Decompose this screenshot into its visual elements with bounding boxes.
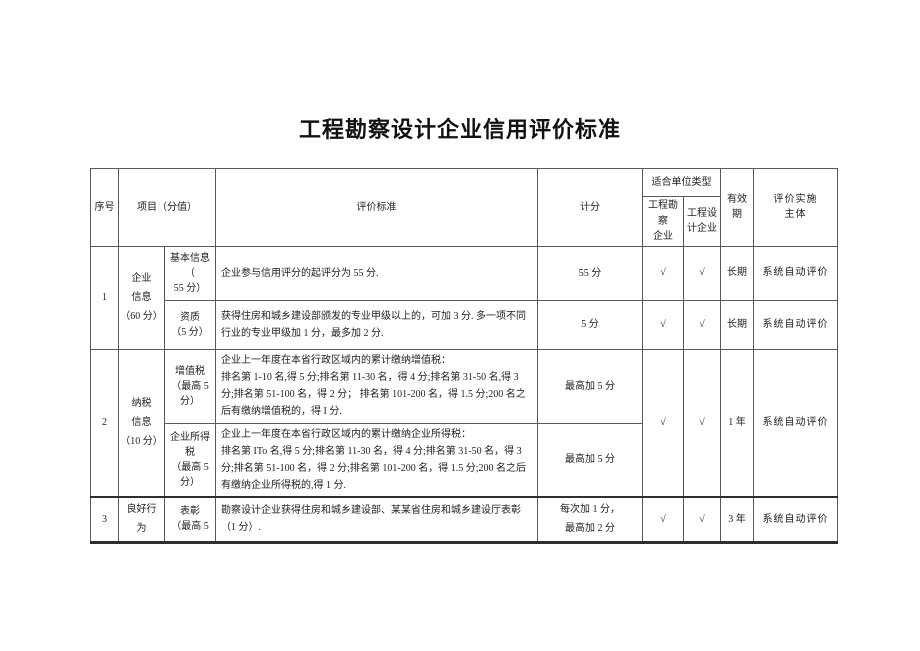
check-design-icon: √ <box>683 348 721 497</box>
column-header-unit-design: 工程设 计企业 <box>683 196 721 247</box>
page-title: 工程勘察设计企业信用评价标准 <box>298 117 621 142</box>
cell-sub-vat: 增值税 （最高 5 分） <box>164 348 216 424</box>
check-survey-icon: √ <box>642 348 684 497</box>
check-survey-icon: √ <box>642 299 684 350</box>
column-header-unit-survey: 工程勘察 企业 <box>642 196 684 247</box>
check-survey-icon: √ <box>642 495 684 544</box>
cell-sub-commendation: 表彰 （最高 5 <box>164 495 216 544</box>
table-row: 资质 （5 分） 获得住房和城乡建设部颁发的专业甲级以上的，可加 3 分. 多一… <box>91 299 838 350</box>
cell-item-tax-info: 纳税 信息 （10 分） <box>118 348 165 497</box>
cell-implementer-qualification: 系统自动评价 <box>753 299 838 350</box>
header-row-1: 序号 项目（分值） 评价标准 计分 适合单位类型 有效期 评价实施 主体 <box>90 168 838 247</box>
cell-validity-tax: 1 年 <box>720 348 754 497</box>
cell-seq-2: 2 <box>90 348 119 497</box>
cell-seq-1: 1 <box>90 245 119 350</box>
header-row-2: 工程勘察 企业 工程设 计企业 <box>91 196 838 247</box>
cell-sub-basic-info: 基本信息（ 55 分） <box>164 245 216 301</box>
column-header-item: 项目（分值） <box>118 168 216 247</box>
cell-seq-3: 3 <box>90 495 119 544</box>
column-header-standard: 评价标准 <box>215 168 538 247</box>
column-header-seq: 序号 <box>90 168 119 247</box>
check-survey-icon: √ <box>642 245 684 301</box>
cell-score-basic-info: 55 分 <box>537 245 643 301</box>
check-design-icon: √ <box>683 299 721 350</box>
cell-validity-basic-info: 长期 <box>720 245 754 301</box>
table-row: 2 纳税 信息 （10 分） 增值税 （最高 5 分） 企业上一年度在本省行政区… <box>90 348 838 497</box>
column-header-implementer: 评价实施 主体 <box>753 168 838 247</box>
table-row: 3 良好行 为 表彰 （最高 5 勘察设计企业获得住房和城乡建设部、某某省住房和… <box>90 495 838 544</box>
cell-sub-income-tax: 企业所得税 （最高 5 分） <box>164 422 216 497</box>
column-header-validity: 有效期 <box>720 168 754 247</box>
table-row: 企业所得税 （最高 5 分） 企业上一年度在本省行政区域内的累计缴纳企业所得税：… <box>91 422 838 497</box>
cell-implementer-commendation: 系统自动评价 <box>753 495 838 544</box>
cell-item-enterprise-info: 企业 信息 （60 分） <box>118 245 165 350</box>
cell-score-commendation: 每次加 1 分， 最高加 2 分 <box>537 495 643 544</box>
cell-standard-commendation: 勘察设计企业获得住房和城乡建设部、某某省住房和城乡建设厅表彰（1 分）. <box>215 495 538 544</box>
table-row: 1 企业 信息 （60 分） 基本信息（ 55 分） 企业参与信用评分的起评分为… <box>90 245 838 350</box>
cell-score-qualification: 5 分 <box>537 299 643 350</box>
column-header-unit-type-group: 适合单位类型 <box>642 168 721 197</box>
credit-evaluation-table: 序号 项目（分值） 评价标准 计分 适合单位类型 有效期 评价实施 主体 工程勘… <box>90 168 838 544</box>
cell-implementer-tax: 系统自动评价 <box>753 348 838 497</box>
cell-score-income-tax: 最高加 5 分 <box>537 422 643 497</box>
check-design-icon: √ <box>683 495 721 544</box>
column-header-score: 计分 <box>537 168 643 247</box>
cell-standard-qualification: 获得住房和城乡建设部颁发的专业甲级以上的，可加 3 分. 多一项不同行业的专业甲… <box>215 299 538 350</box>
cell-sub-qualification: 资质 （5 分） <box>164 299 216 350</box>
cell-validity-commendation: 3 年 <box>720 495 754 544</box>
cell-standard-income-tax: 企业上一年度在本省行政区域内的累计缴纳企业所得税： 排名第 ITo 名,得 5 … <box>215 422 538 497</box>
cell-standard-vat: 企业上一年度在本省行政区域内的累计缴纳增值税： 排名第 1-10 名,得 5 分… <box>215 348 538 424</box>
cell-implementer-basic-info: 系统自动评价 <box>753 245 838 301</box>
cell-validity-qualification: 长期 <box>720 299 754 350</box>
cell-score-vat: 最高加 5 分 <box>537 348 643 424</box>
cell-standard-basic-info: 企业参与信用评分的起评分为 55 分. <box>215 245 538 301</box>
check-design-icon: √ <box>683 245 721 301</box>
cell-item-good-behaviour: 良好行 为 <box>118 495 165 544</box>
